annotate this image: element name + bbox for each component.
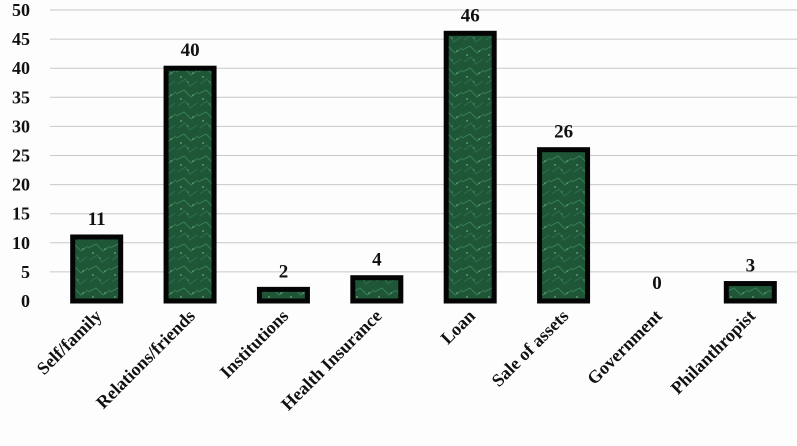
bar [163,65,217,304]
category-label: Self/family [33,306,106,379]
y-tick-label: 45 [12,29,30,49]
category-label: Institutions [216,306,292,382]
category-label: Sale of assets [488,306,573,391]
category-label: Relations/friends [92,306,199,413]
y-tick-label: 25 [12,146,30,166]
y-tick-label: 15 [12,204,30,224]
category-label: Health Insurance [277,306,386,415]
data-label: 40 [181,40,200,61]
bar [723,281,777,304]
y-tick-label: 50 [12,0,30,20]
y-tick-label: 30 [12,116,30,136]
bar [443,30,497,304]
data-label: 2 [279,261,289,282]
y-tick-label: 5 [21,262,30,282]
data-label: 0 [652,273,662,294]
bar [350,275,404,304]
data-label: 46 [461,5,480,26]
category-label: Philanthropist [667,306,759,398]
y-tick-label: 40 [12,58,30,78]
bar [70,234,124,304]
category-label: Government [583,306,666,389]
category-label: Loan [437,306,479,348]
y-tick-label: 35 [12,87,30,107]
data-label: 11 [88,209,106,230]
data-label: 26 [554,122,573,143]
bar [537,147,591,304]
bar [256,286,310,304]
y-tick-label: 0 [21,291,30,311]
data-label: 4 [372,250,382,271]
y-tick-label: 20 [12,175,30,195]
y-tick-label: 10 [12,233,30,253]
data-label: 3 [746,256,756,277]
